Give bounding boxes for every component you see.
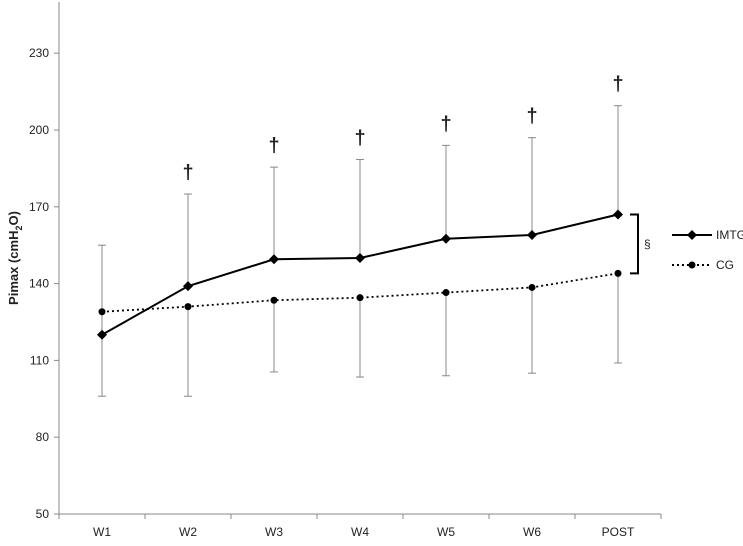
- marker: [270, 296, 278, 304]
- y-tick-label: 140: [29, 277, 49, 291]
- marker: [355, 253, 365, 263]
- legend-label: CG: [716, 258, 734, 272]
- marker: [527, 229, 537, 240]
- marker: [442, 289, 450, 297]
- x-tick-label: W3: [265, 525, 283, 539]
- x-tick-label: POST: [602, 525, 635, 539]
- marker: [528, 283, 536, 291]
- marker: [441, 233, 451, 244]
- y-tick-label: 200: [29, 123, 49, 137]
- y-label-sub: 2: [14, 226, 24, 231]
- marker: [613, 209, 623, 220]
- y-label-part: O): [6, 211, 21, 225]
- x-tick-label: W2: [179, 525, 197, 539]
- y-tick-label: 110: [30, 353, 49, 367]
- marker: [614, 269, 622, 277]
- marker: [97, 329, 107, 340]
- x-tick-label: W4: [351, 525, 369, 539]
- legend-marker: [687, 230, 697, 240]
- annotation: †: [526, 106, 537, 128]
- y-tick-label: 230: [29, 46, 49, 60]
- annotation: †: [440, 113, 451, 135]
- marker: [183, 281, 193, 292]
- x-tick-label: W6: [523, 525, 541, 539]
- legend-label: IMTG: [716, 228, 743, 242]
- y-tick-label: 80: [36, 430, 50, 444]
- marker: [356, 294, 364, 302]
- x-tick-label: W1: [93, 525, 111, 539]
- y-axis-label: Pimax (cmH2O): [6, 211, 24, 305]
- bracket: [630, 213, 639, 275]
- x-tick-label: W5: [437, 525, 455, 539]
- y-tick-label: 170: [29, 200, 49, 214]
- annotation: †: [354, 127, 365, 149]
- marker: [184, 303, 192, 311]
- legend-marker: [688, 261, 696, 269]
- bracket-label: §: [644, 237, 651, 251]
- marker: [98, 308, 106, 316]
- annotation: †: [182, 162, 193, 184]
- annotation: †: [268, 135, 279, 157]
- y-tick-label: 50: [36, 507, 50, 521]
- marker: [269, 254, 279, 265]
- annotation: †: [612, 74, 623, 96]
- y-label-part: Pimax (cmH: [6, 231, 21, 305]
